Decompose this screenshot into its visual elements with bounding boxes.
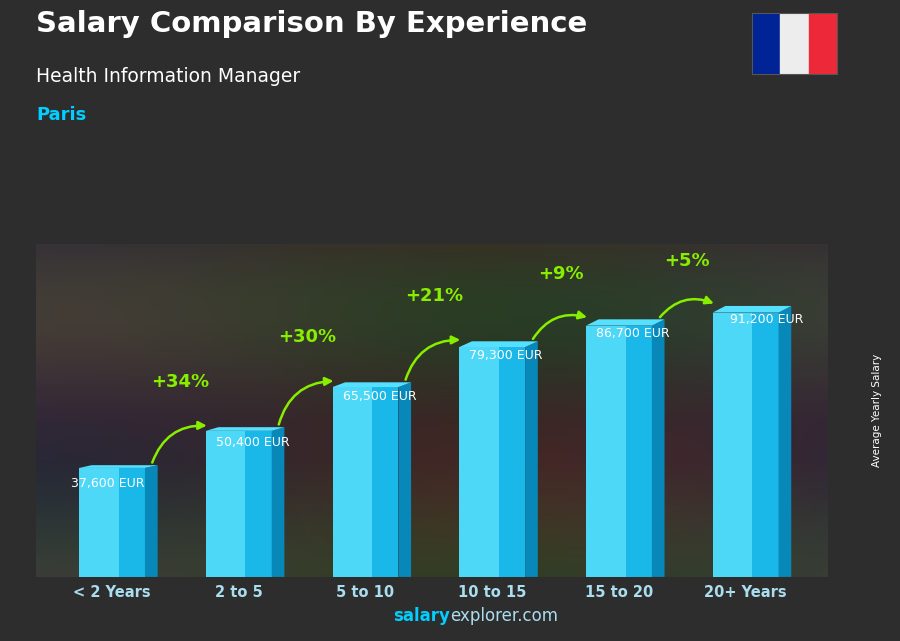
Text: explorer.com: explorer.com: [450, 607, 558, 625]
Polygon shape: [399, 382, 411, 577]
Bar: [459, 347, 499, 577]
Bar: [808, 13, 837, 74]
Text: Salary Comparison By Experience: Salary Comparison By Experience: [36, 10, 587, 38]
Text: +5%: +5%: [664, 252, 710, 270]
Polygon shape: [145, 465, 158, 577]
Text: +9%: +9%: [538, 265, 583, 283]
Bar: [119, 468, 145, 577]
Polygon shape: [713, 306, 791, 313]
Text: 86,700 EUR: 86,700 EUR: [596, 326, 670, 340]
Bar: [752, 313, 778, 577]
Polygon shape: [206, 427, 284, 431]
Bar: [372, 387, 399, 577]
Bar: [586, 326, 625, 577]
Bar: [780, 13, 808, 74]
Bar: [752, 13, 780, 74]
Text: Paris: Paris: [36, 106, 86, 124]
Text: 91,200 EUR: 91,200 EUR: [731, 313, 804, 326]
Text: Health Information Manager: Health Information Manager: [36, 67, 301, 87]
Polygon shape: [525, 341, 538, 577]
Text: +21%: +21%: [405, 287, 463, 305]
Text: Average Yearly Salary: Average Yearly Salary: [872, 354, 883, 467]
Polygon shape: [332, 382, 411, 387]
Polygon shape: [652, 319, 664, 577]
Bar: [713, 313, 752, 577]
Bar: [499, 347, 525, 577]
Polygon shape: [79, 465, 158, 468]
Text: +30%: +30%: [278, 328, 337, 346]
Text: 50,400 EUR: 50,400 EUR: [216, 436, 290, 449]
Text: 79,300 EUR: 79,300 EUR: [470, 349, 543, 362]
Polygon shape: [459, 341, 538, 347]
Polygon shape: [778, 306, 791, 577]
Text: 37,600 EUR: 37,600 EUR: [71, 477, 145, 490]
Bar: [206, 431, 246, 577]
Bar: [332, 387, 372, 577]
Bar: [246, 431, 272, 577]
Bar: [79, 468, 119, 577]
Polygon shape: [586, 319, 664, 326]
Text: salary: salary: [393, 607, 450, 625]
Polygon shape: [272, 427, 284, 577]
Bar: [626, 326, 652, 577]
Text: +34%: +34%: [151, 373, 210, 391]
Text: 65,500 EUR: 65,500 EUR: [343, 390, 417, 403]
